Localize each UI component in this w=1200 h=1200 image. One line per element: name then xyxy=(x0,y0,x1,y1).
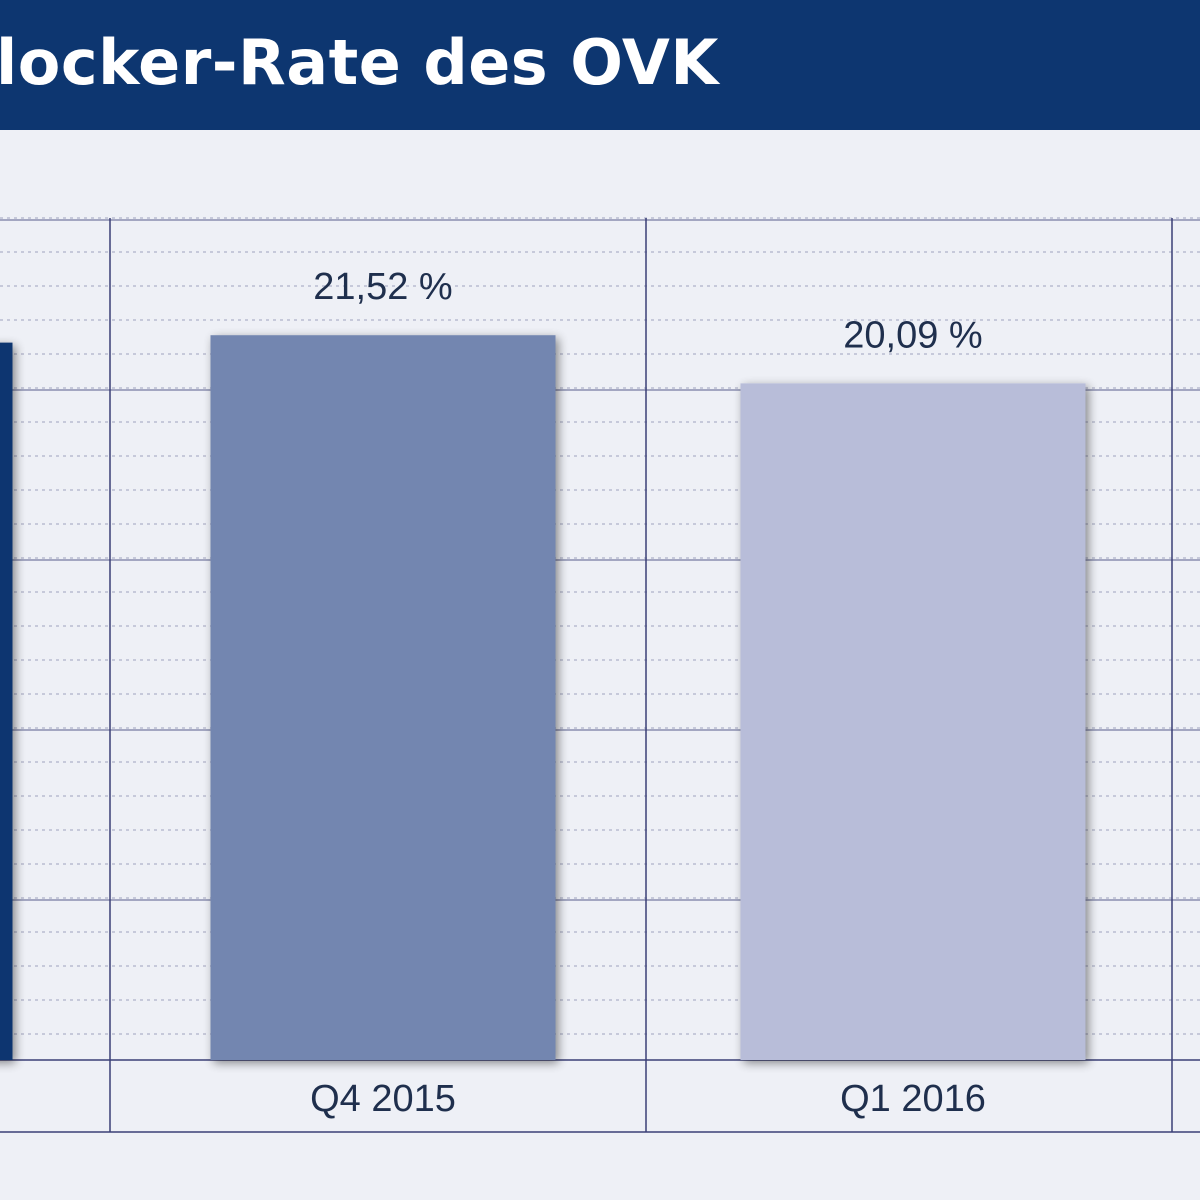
category-labels: Q4 2015 Q1 2016 xyxy=(310,1078,986,1120)
chart-title: locker-Rate des OVK xyxy=(0,26,719,99)
category-label-3: Q1 2016 xyxy=(840,1078,986,1120)
bars xyxy=(0,335,1086,1061)
value-label-3: 20,09 % xyxy=(843,314,982,356)
value-labels: 21,52 % 20,09 % xyxy=(313,266,982,356)
bar-3 xyxy=(740,383,1086,1061)
value-label-2: 21,52 % xyxy=(313,266,452,308)
bar-1 xyxy=(0,342,13,1061)
category-label-2: Q4 2015 xyxy=(310,1078,456,1120)
bar-2 xyxy=(210,335,556,1060)
title-band: locker-Rate des OVK xyxy=(0,0,1200,130)
